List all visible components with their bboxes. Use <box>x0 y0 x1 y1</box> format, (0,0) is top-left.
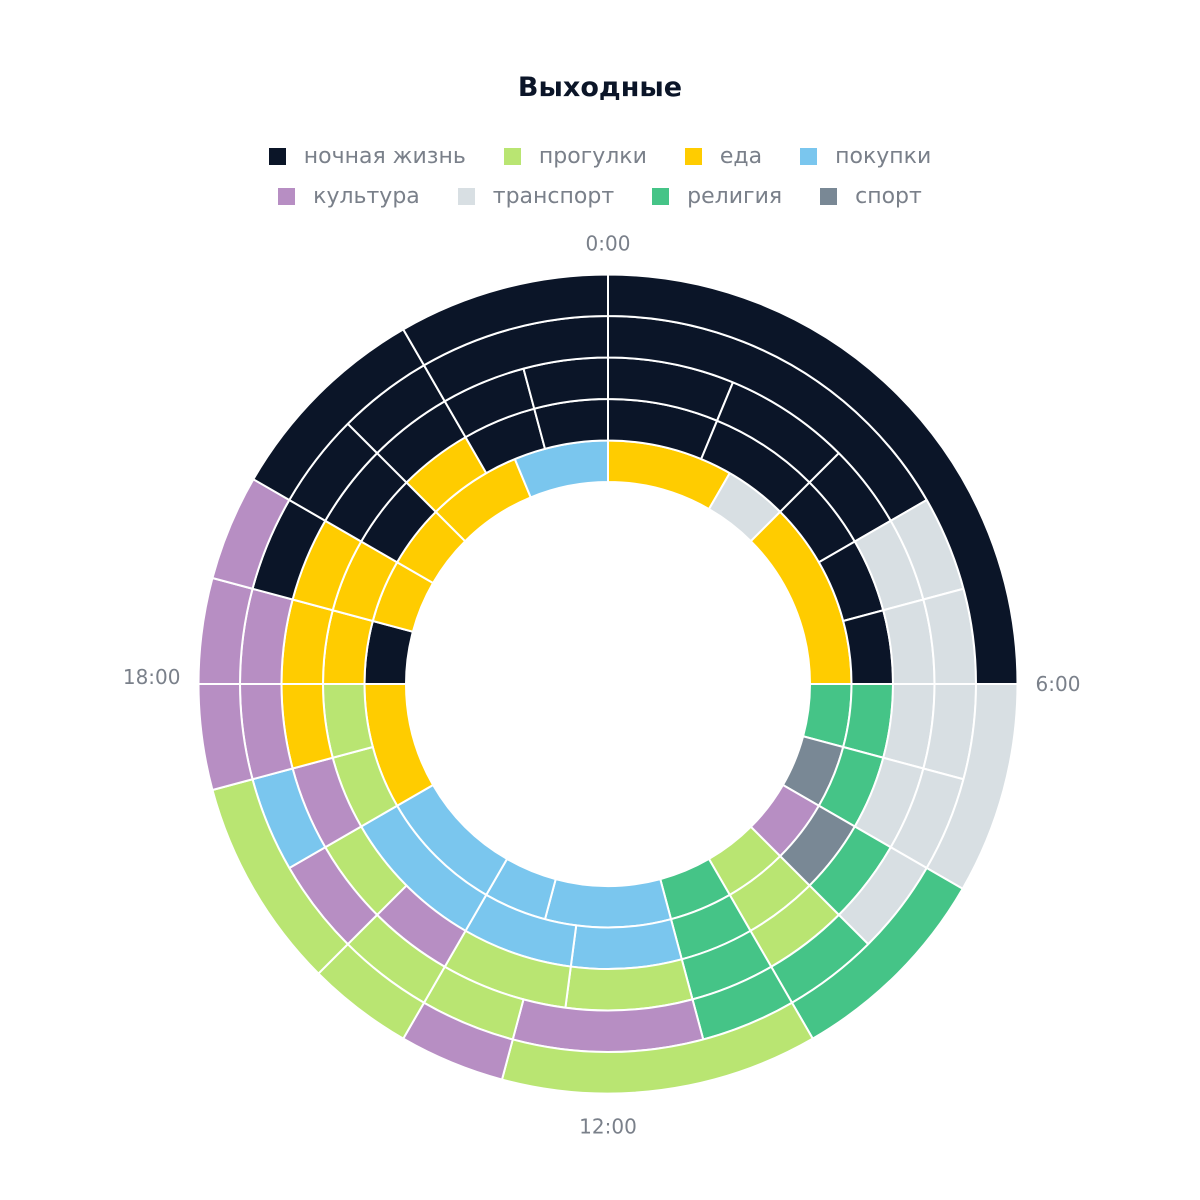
legend: ночная жизнь прогулки еда покупки культу… <box>0 136 1200 216</box>
time-label-6: 6:00 <box>1036 672 1081 696</box>
legend-swatch-walk <box>503 147 521 165</box>
ring-2 <box>321 397 895 970</box>
legend-swatch-food <box>684 147 702 165</box>
ring-5 <box>197 273 1019 1095</box>
legend-label-transport: транспорт <box>492 183 615 209</box>
legend-label-shop: покупки <box>835 143 932 169</box>
time-label-18: 18:00 <box>123 665 181 689</box>
legend-item-shop: покупки <box>800 144 931 169</box>
legend-swatch-culture <box>278 187 296 205</box>
legend-item-religion: религия <box>652 184 782 209</box>
legend-row-1: ночная жизнь прогулки еда покупки <box>0 136 1200 176</box>
ring-2-segment-shop <box>569 917 683 970</box>
legend-item-food: еда <box>684 143 763 169</box>
legend-label-food: еда <box>719 143 763 169</box>
time-labels-group: 0:00 6:00 12:00 18:00 <box>123 232 1081 1139</box>
chart-title: Выходные <box>517 72 683 103</box>
legend-item-sport: спорт <box>820 184 922 209</box>
time-label-0: 0:00 <box>586 232 631 256</box>
legend-item-culture: культура <box>278 184 420 209</box>
legend-swatch-transport <box>457 187 475 205</box>
legend-swatch-shop <box>800 147 818 165</box>
legend-swatch-sport <box>820 187 838 205</box>
legend-swatch-religion <box>652 187 670 205</box>
legend-item-night: ночная жизнь <box>268 143 466 169</box>
legend-item-walk: прогулки <box>503 143 647 169</box>
legend-label-sport: спорт <box>855 183 922 209</box>
legend-item-transport: транспорт <box>457 183 615 209</box>
ring-1-segment-shop <box>543 877 673 929</box>
ring-1 <box>363 439 853 929</box>
rings-group <box>197 273 1019 1095</box>
legend-swatch-night <box>268 147 286 165</box>
legend-label-religion: религия <box>687 183 783 209</box>
time-label-12: 12:00 <box>579 1115 637 1139</box>
ring-4 <box>238 314 978 1053</box>
ring-3 <box>280 356 936 1012</box>
legend-label-walk: прогулки <box>538 143 647 169</box>
legend-label-night: ночная жизнь <box>303 143 466 169</box>
legend-label-culture: культура <box>313 183 420 209</box>
ring-5-segment-night <box>401 273 609 367</box>
legend-row-2: культура транспорт религия спорт <box>0 176 1200 216</box>
